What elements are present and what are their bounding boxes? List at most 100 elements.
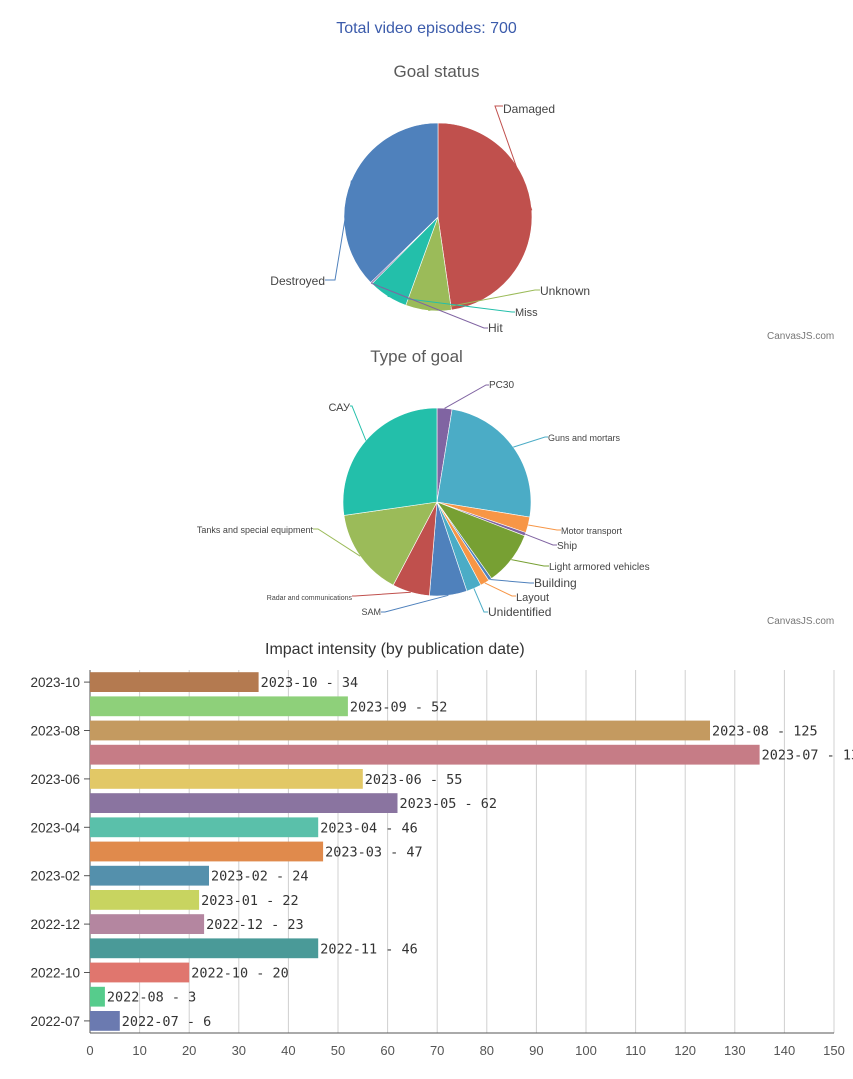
pie-leader-light-armored-vehicles bbox=[511, 559, 549, 567]
pie-label-ship: Ship bbox=[557, 541, 577, 552]
bar-2023-05[interactable] bbox=[90, 793, 398, 813]
bar-label-2023-06: 2023-06 - 55 bbox=[365, 772, 463, 788]
x-tick-130: 130 bbox=[724, 1043, 746, 1058]
bar-label-2022-12: 2022-12 - 23 bbox=[206, 917, 304, 933]
x-tick-50: 50 bbox=[331, 1043, 345, 1058]
bar-2023-06[interactable] bbox=[90, 769, 363, 789]
x-tick-0: 0 bbox=[86, 1043, 93, 1058]
x-tick-90: 90 bbox=[529, 1043, 543, 1058]
pie-label-radar-and-communications: Radar and communications bbox=[267, 595, 353, 602]
y-tick-2022-12: 2022-12 bbox=[30, 917, 80, 932]
pie-label-motor-transport: Motor transport bbox=[561, 526, 623, 536]
pie-label-hit: Hit bbox=[488, 321, 503, 335]
bar-label-2022-11: 2022-11 - 46 bbox=[320, 941, 418, 957]
pie-leader-pc30 bbox=[444, 384, 489, 409]
bar-label-2022-10: 2022-10 - 20 bbox=[191, 966, 289, 982]
bar-2023-08[interactable] bbox=[90, 720, 710, 741]
x-tick-100: 100 bbox=[575, 1043, 597, 1058]
y-tick-2022-07: 2022-07 bbox=[30, 1014, 80, 1029]
canvasjs-credit-link-2[interactable]: CanvasJS.com bbox=[767, 616, 835, 627]
bar-2023-07[interactable] bbox=[90, 744, 760, 765]
bar-label-2023-05: 2023-05 - 62 bbox=[400, 796, 498, 812]
x-tick-70: 70 bbox=[430, 1043, 444, 1058]
x-tick-80: 80 bbox=[480, 1043, 494, 1058]
total-episodes-label: Total video episodes: 700 bbox=[336, 20, 517, 37]
bar-2023-09[interactable] bbox=[90, 696, 348, 717]
impact-intensity-bar-chart: 0 10 20 30 40 50 60 70 80 90 100 110 120 130 140 150 202… bbox=[30, 670, 853, 1058]
pie-slice-damaged[interactable] bbox=[437, 122, 533, 311]
bar-2023-10[interactable] bbox=[90, 672, 259, 692]
bar-2022-08[interactable] bbox=[90, 986, 105, 1007]
bar-label-2022-07: 2022-07 - 6 bbox=[122, 1014, 211, 1030]
x-tick-10: 10 bbox=[132, 1043, 146, 1058]
pie-label-pc30: PC30 bbox=[489, 380, 514, 391]
bar-label-2023-07: 2023-07 - 135 bbox=[762, 748, 853, 764]
type-of-goal-title: Type of goal bbox=[370, 347, 463, 366]
pie-leader-motor-transport bbox=[528, 524, 561, 531]
pie-slice-tanks-and-special-equipment[interactable] bbox=[343, 501, 438, 586]
x-tick-140: 140 bbox=[774, 1043, 796, 1058]
pie-leader-guns-and-mortars bbox=[513, 436, 548, 448]
bar-2022-10[interactable] bbox=[90, 962, 190, 983]
pie-leader-сау bbox=[350, 405, 367, 441]
pie-label-light-armored-vehicles: Light armored vehicles bbox=[549, 562, 650, 573]
x-tick-110: 110 bbox=[625, 1043, 646, 1058]
pie-label-layout: Layout bbox=[516, 592, 549, 604]
y-tick-2023-10: 2023-10 bbox=[30, 675, 80, 690]
pie-slice-guns-and-mortars[interactable] bbox=[436, 408, 532, 518]
pie-leader-miss bbox=[387, 295, 515, 313]
pie-leader-radar-and-communications bbox=[352, 591, 411, 597]
pie-label-damaged: Damaged bbox=[503, 102, 555, 116]
bar-label-2022-08: 2022-08 - 3 bbox=[107, 990, 196, 1006]
y-tick-2022-10: 2022-10 bbox=[30, 966, 80, 981]
pie-label-unknown: Unknown bbox=[540, 284, 590, 298]
x-tick-20: 20 bbox=[182, 1043, 196, 1058]
impact-intensity-title: Impact intensity (by publication date) bbox=[265, 641, 525, 658]
y-tick-2023-08: 2023-08 bbox=[30, 724, 80, 739]
pie-leader-destroyed bbox=[325, 180, 352, 281]
pie-leader-hit bbox=[371, 282, 488, 329]
bar-2022-12[interactable] bbox=[90, 914, 205, 934]
y-tick-2023-06: 2023-06 bbox=[30, 772, 80, 787]
pie-leader-building bbox=[490, 579, 534, 584]
pie-leader-damaged bbox=[494, 105, 533, 211]
bar-2022-07[interactable] bbox=[90, 1011, 120, 1031]
pie-leader-ship bbox=[525, 533, 557, 546]
pie-label-destroyed: Destroyed bbox=[270, 274, 325, 288]
pie-label-building: Building bbox=[534, 576, 577, 590]
bar-label-2023-02: 2023-02 - 24 bbox=[211, 869, 309, 885]
x-tick-30: 30 bbox=[232, 1043, 246, 1058]
x-tick-120: 120 bbox=[674, 1043, 696, 1058]
pie-slice-сау[interactable] bbox=[342, 407, 438, 516]
y-tick-2023-04: 2023-04 bbox=[30, 820, 80, 835]
pie-leader-unidentified bbox=[473, 588, 488, 613]
bar-label-2023-08: 2023-08 - 125 bbox=[712, 724, 818, 740]
pie-leader-tanks-and-special-equipment bbox=[313, 528, 361, 557]
bar-label-2023-10: 2023-10 - 34 bbox=[261, 675, 359, 691]
pie-label-miss: Miss bbox=[515, 307, 538, 319]
goal-status-title: Goal status bbox=[393, 62, 480, 81]
bar-2023-03[interactable] bbox=[90, 841, 324, 862]
bar-label-2023-09: 2023-09 - 52 bbox=[350, 699, 448, 715]
pie-label-sam: SAM bbox=[361, 607, 381, 617]
pie-label-unidentified: Unidentified bbox=[488, 605, 551, 619]
type-of-goal-pie: PC30 Guns and mortars Motor transport Ship L… bbox=[197, 380, 650, 619]
canvasjs-credit-link[interactable]: CanvasJS.com bbox=[767, 331, 835, 342]
bar-label-2023-04: 2023-04 - 46 bbox=[320, 820, 418, 836]
pie-leader-layout bbox=[484, 582, 516, 597]
pie-label-сау: САУ bbox=[328, 402, 351, 414]
x-tick-40: 40 bbox=[281, 1043, 295, 1058]
pie-leader-sam bbox=[381, 594, 449, 613]
pie-label-tanks-and-special-equipment: Tanks and special equipment bbox=[197, 525, 314, 535]
pie-leader-unknown bbox=[428, 289, 540, 311]
bar-2023-04[interactable] bbox=[90, 817, 319, 838]
bar-label-2023-03: 2023-03 - 47 bbox=[325, 845, 423, 861]
x-tick-60: 60 bbox=[380, 1043, 394, 1058]
bar-2023-01[interactable] bbox=[90, 890, 200, 910]
y-tick-2023-02: 2023-02 bbox=[30, 869, 80, 884]
x-tick-150: 150 bbox=[823, 1043, 845, 1058]
bar-2023-02[interactable] bbox=[90, 865, 209, 886]
bar-2022-11[interactable] bbox=[90, 938, 319, 959]
